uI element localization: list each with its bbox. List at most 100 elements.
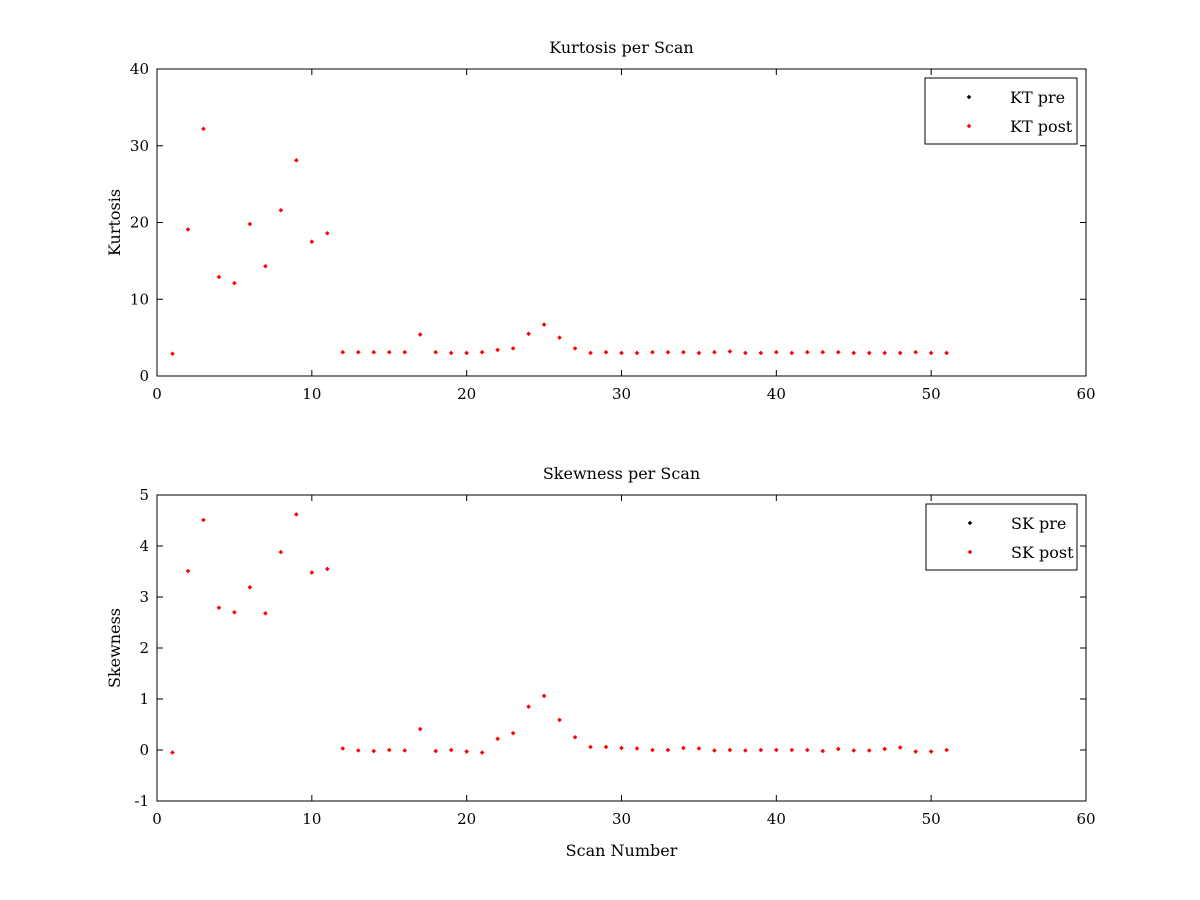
data-point [433,349,438,355]
data-point [913,349,918,355]
data-point [928,350,934,356]
x-tick-label: 20 [457,810,476,828]
x-tick-label: 10 [302,810,321,828]
data-point [263,611,268,616]
x-tick-label: 20 [457,385,476,403]
data-point [557,717,562,723]
data-point [835,349,841,355]
x-tick-label: 0 [152,810,162,828]
data-point [386,747,392,753]
data-point [170,750,175,755]
data-point [309,239,315,244]
data-point [185,568,191,574]
series-kt-post [170,126,949,357]
data-point [650,349,655,355]
series-sk-post [170,512,949,755]
data-point [650,747,655,753]
data-point [309,570,315,575]
data-point [743,350,748,356]
x-tick-label: 50 [922,385,941,403]
data-point [789,350,795,356]
data-point [495,736,500,742]
data-point [820,748,826,754]
data-point [727,349,733,354]
y-axis-label: Kurtosis [105,189,124,256]
x-tick-label: 60 [1076,810,1095,828]
y-tick-label: -1 [134,792,149,810]
data-point [325,566,330,572]
data-point [634,350,640,356]
data-point [851,350,857,356]
data-point [541,322,547,327]
y-tick-label: 1 [139,690,149,708]
data-point [588,744,593,750]
subplot-1: 0 10 20 30 40 50 60 0 10 20 30 40 Kurtosis per Scan K… [105,38,1096,403]
data-point [774,349,779,355]
data-point [696,746,702,751]
data-point [510,730,516,736]
x-axis-label: Scan Number [566,841,678,860]
data-point [216,605,222,611]
data-point [448,747,454,753]
data-point [386,349,392,355]
data-point [402,748,408,753]
data-point [278,549,284,555]
data-point [541,693,547,699]
data-point [928,749,934,754]
data-point [758,350,764,356]
data-point [294,158,299,163]
data-point [340,746,346,751]
data-point [526,331,531,337]
data-point [681,349,686,355]
data-point [882,746,888,752]
data-point [866,350,872,356]
y-tick-label: 40 [130,60,149,78]
data-point [696,350,702,356]
data-point [170,351,175,357]
x-tick-label: 60 [1076,385,1095,403]
y-tick-label: 0 [139,367,149,385]
data-point [278,207,284,213]
y-tick-label: 2 [139,639,149,657]
data-point [727,747,733,753]
data-point [216,274,222,280]
chart-title: Skewness per Scan [543,464,700,483]
x-tick-label: 30 [612,385,631,403]
data-point [417,332,423,337]
data-point [201,126,206,132]
data-point [232,610,237,615]
data-point [789,747,795,753]
data-point [944,350,949,356]
x-tick-label: 40 [767,810,786,828]
data-point [603,744,609,750]
data-point [526,704,531,709]
data-point [805,349,810,355]
legend-box [925,503,1078,571]
legend-label: KT pre [1010,88,1065,107]
y-tick-label: 0 [139,741,149,759]
x-tick-label: 10 [302,385,321,403]
y-axis-label: Skewness [105,608,124,688]
legend-marker [967,520,973,526]
legend-marker [967,549,973,555]
data-point [944,747,949,753]
legend-box [924,77,1078,145]
legend-label: SK post [1011,543,1074,562]
data-point [665,747,671,753]
data-point [247,585,253,590]
data-point [805,747,810,753]
legend: KT pre KT post [924,77,1078,145]
data-point [743,748,748,753]
data-point [464,749,469,754]
data-point [572,346,578,351]
data-point [851,748,857,753]
data-point [866,748,872,753]
data-point [355,748,361,753]
data-point [495,347,500,353]
data-point [665,349,671,355]
data-point [913,749,918,754]
data-point [294,512,299,517]
data-point [433,748,438,754]
